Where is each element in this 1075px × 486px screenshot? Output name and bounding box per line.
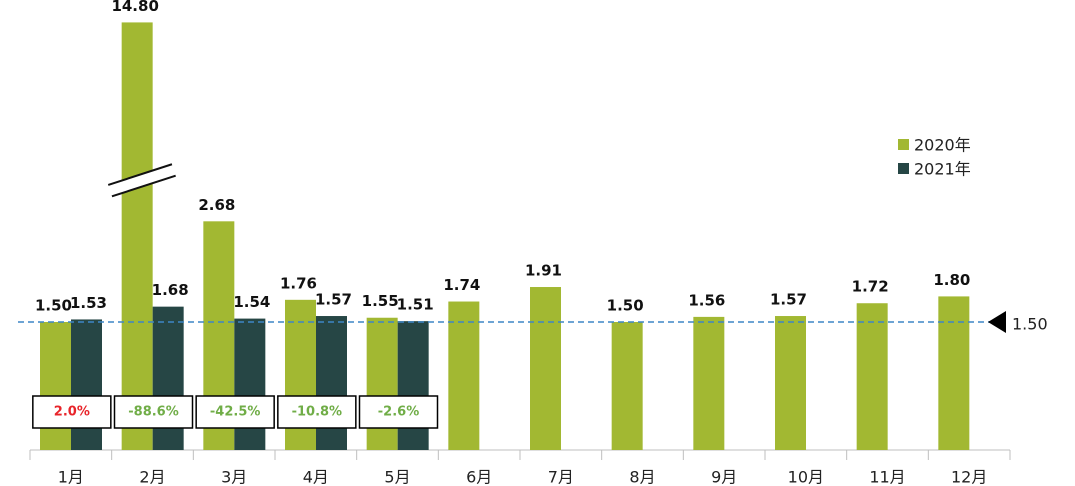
value-label: 1.74 <box>443 276 480 294</box>
value-label: 1.57 <box>770 291 807 309</box>
value-label: 1.54 <box>233 293 270 311</box>
reference-label: 1.50 <box>1012 315 1048 334</box>
x-tick-label: 9月 <box>711 468 737 486</box>
value-label: 1.80 <box>933 271 970 289</box>
legend-swatch <box>898 139 909 150</box>
bar <box>40 322 71 450</box>
value-label: 1.91 <box>525 262 562 280</box>
value-label: 14.80 <box>111 0 158 15</box>
x-tick-label: 11月 <box>869 468 905 486</box>
bar <box>397 321 429 450</box>
x-tick-label: 3月 <box>221 468 247 486</box>
value-label: 1.68 <box>152 281 189 299</box>
bar <box>775 316 806 450</box>
change-label: -88.6% <box>128 405 179 420</box>
x-tick-label: 8月 <box>629 468 655 486</box>
change-label: -42.5% <box>210 405 261 420</box>
bar <box>71 319 102 450</box>
change-label: 2.0% <box>54 405 90 420</box>
break-mark <box>107 163 173 186</box>
change-box <box>195 395 275 429</box>
break-gap <box>108 167 165 197</box>
x-tick-label: 4月 <box>303 468 329 486</box>
x-tick-label: 1月 <box>58 468 84 486</box>
value-label: 1.55 <box>362 292 399 310</box>
change-label: -10.8% <box>292 405 343 420</box>
bar <box>121 22 153 450</box>
value-label: 1.56 <box>688 291 725 309</box>
change-box <box>113 395 194 429</box>
bar <box>366 317 398 450</box>
value-label: 1.57 <box>315 291 352 309</box>
change-box <box>32 395 112 429</box>
value-label: 2.68 <box>198 196 235 214</box>
x-tick-label: 2月 <box>139 468 165 486</box>
bar <box>234 318 266 450</box>
change-box <box>277 395 357 429</box>
value-label: 1.50 <box>35 297 72 315</box>
bar <box>611 322 643 450</box>
bar <box>938 296 970 450</box>
change-label: -2.6% <box>378 405 419 420</box>
value-label: 1.53 <box>70 294 107 312</box>
legend-label: 2020年 <box>914 136 971 155</box>
x-tick-label: 12月 <box>951 468 987 486</box>
x-tick-label: 5月 <box>384 468 410 486</box>
bar <box>856 303 888 450</box>
value-label: 1.51 <box>397 296 434 314</box>
change-box <box>358 395 439 429</box>
bar <box>530 287 561 450</box>
value-label: 1.72 <box>852 278 889 296</box>
legend-swatch <box>898 163 909 174</box>
value-label: 1.50 <box>607 297 644 315</box>
bar <box>448 301 480 450</box>
x-tick-label: 10月 <box>788 468 824 486</box>
break-mark <box>111 174 176 198</box>
bar <box>693 316 725 450</box>
legend-label: 2021年 <box>914 160 971 179</box>
reference-marker <box>988 311 1006 334</box>
x-tick-label: 6月 <box>466 468 492 486</box>
value-label: 1.76 <box>280 274 317 292</box>
x-tick-label: 7月 <box>548 468 574 486</box>
bar <box>316 316 347 450</box>
